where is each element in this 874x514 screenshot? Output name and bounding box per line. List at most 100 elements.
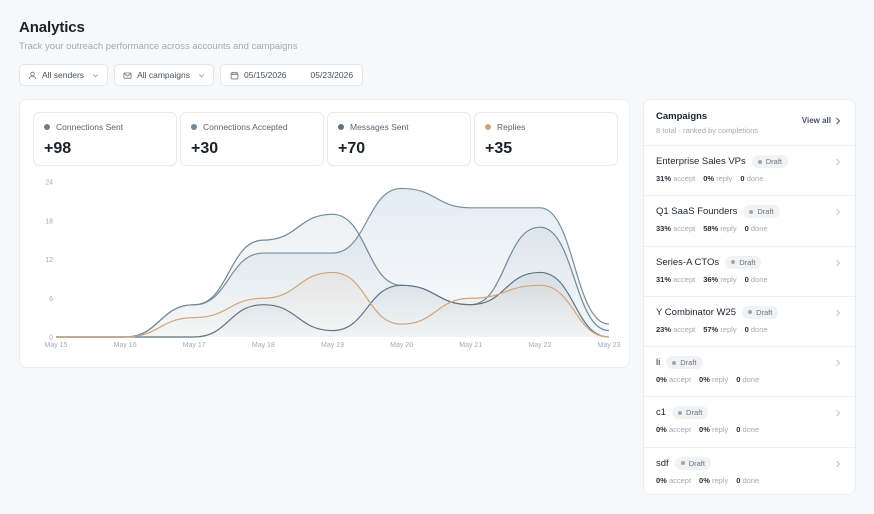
y-tick-label: 6 [49, 296, 53, 303]
done-label: done [742, 475, 760, 485]
stats-row: Connections Sent +98 Connections Accepte… [33, 112, 618, 166]
stat-replies[interactable]: Replies +35 [474, 112, 618, 166]
accept-label: accept [668, 425, 692, 435]
series-line [56, 271, 610, 338]
stat-connections-accepted[interactable]: Connections Accepted +30 [180, 112, 324, 166]
done-label: done [750, 324, 768, 334]
chevron-right-icon [836, 410, 841, 417]
accept-rate: 23% [656, 324, 672, 334]
view-all-link[interactable]: View all [802, 116, 841, 125]
series-area [56, 272, 609, 337]
accept-rate: 31% [656, 274, 672, 284]
status-label: Draft [686, 408, 703, 418]
view-all-label: View all [801, 116, 831, 125]
reply-label: reply [716, 174, 733, 183]
status-dot [678, 410, 683, 415]
status-label: Draft [688, 458, 705, 468]
done-count: 0 [736, 425, 741, 435]
x-tick-label: May 20 [390, 342, 413, 349]
campaign-metrics: 31% accept 0% reply 0 done [656, 174, 843, 183]
status-dot [672, 360, 677, 365]
status-label: Draft [756, 307, 773, 317]
x-tick-label: May 21 [459, 342, 482, 349]
done-count: 0 [740, 174, 745, 183]
x-tick-label: May 15 [45, 342, 68, 349]
x-tick-label: May 17 [183, 342, 206, 349]
campaigns-filter-label: All campaigns [137, 70, 190, 80]
reply-label: reply [720, 324, 737, 334]
reply-label: reply [711, 475, 729, 485]
chevron-right-icon [836, 208, 841, 216]
reply-rate: 0% [699, 475, 710, 485]
stat-label: Connections Accepted [203, 122, 288, 132]
legend-dot [44, 124, 50, 130]
stat-connections-sent[interactable]: Connections Sent +98 [33, 112, 177, 166]
status-dot [749, 209, 754, 214]
campaign-item[interactable]: Enterprise Sales VPs Draft 31% accept 0% re… [644, 145, 855, 195]
stat-messages-sent[interactable]: Messages Sent +70 [327, 112, 471, 166]
accept-label: accept [668, 475, 692, 485]
campaign-metrics: 31% accept 36% reply 0 done [656, 275, 843, 284]
series-line [56, 213, 610, 338]
status-dot [757, 159, 762, 164]
chevron-right-icon [836, 259, 841, 266]
page-title: Analytics [19, 19, 85, 36]
campaign-metrics: 0% accept 0% reply 0 done [656, 476, 843, 485]
y-tick-label: 0 [49, 335, 53, 342]
accept-rate: 0% [656, 375, 667, 385]
stat-value: +35 [485, 140, 513, 157]
calendar-icon [230, 71, 239, 79]
senders-filter[interactable]: All senders [19, 64, 109, 86]
user-icon [28, 71, 37, 79]
done-label: done [742, 425, 760, 435]
campaign-item[interactable]: li Draft 0% accept 0% reply 0 done [644, 346, 855, 396]
campaign-list: Enterprise Sales VPs Draft 31% accept 0% re… [644, 145, 855, 494]
accept-label: accept [673, 324, 696, 334]
accept-rate: 0% [656, 425, 667, 435]
mail-icon [123, 72, 132, 79]
status-label: Draft [739, 257, 756, 267]
reply-rate: 36% [703, 274, 719, 284]
y-tick-label: 24 [45, 180, 53, 187]
campaign-item[interactable]: c1 Draft 0% accept 0% reply 0 done [644, 396, 855, 446]
accept-label: accept [673, 274, 696, 284]
campaign-item[interactable]: Series-A CTOs Draft 31% accept 36% reply 0 d… [644, 245, 855, 296]
status-badge: Draft [742, 305, 779, 319]
campaign-item[interactable]: Y Combinator W25 Draft 23% accept 57% reply… [644, 295, 855, 346]
done-label: done [750, 274, 768, 284]
y-tick-label: 18 [45, 218, 53, 225]
date-range-picker[interactable]: 05/15/2026 05/23/2026 [219, 64, 364, 86]
campaign-item[interactable]: Q1 SaaS Founders Draft 33% accept 58% reply… [644, 195, 855, 245]
chevron-right-icon [836, 460, 841, 468]
campaign-name: Series-A CTOs [656, 256, 720, 268]
date-to[interactable]: 05/23/2026 [310, 70, 354, 80]
legend-dot [338, 124, 344, 130]
accept-rate: 0% [656, 475, 667, 485]
reply-label: reply [720, 224, 737, 234]
done-count: 0 [744, 224, 749, 234]
status-label: Draft [680, 358, 697, 368]
date-from[interactable]: 05/15/2026 [243, 70, 287, 80]
stat-value: +70 [338, 140, 366, 157]
campaigns-filter[interactable]: All campaigns [114, 64, 214, 86]
campaign-name: Y Combinator W25 [656, 306, 737, 318]
series-line [56, 271, 610, 338]
stat-label: Replies [497, 122, 526, 132]
campaign-item[interactable]: sdf Draft 0% accept 0% reply 0 done [644, 446, 855, 494]
status-label: Draft [757, 207, 774, 217]
reply-rate: 58% [703, 224, 719, 234]
x-tick-label: May 18 [252, 342, 275, 349]
accept-label: accept [673, 174, 696, 183]
done-label: done [742, 375, 760, 385]
legend-dot [485, 124, 491, 130]
stat-label: Messages Sent [350, 122, 409, 132]
campaigns-title: Campaigns [656, 111, 708, 122]
reply-label: reply [720, 274, 737, 284]
y-tick-label: 12 [45, 257, 53, 264]
campaign-name: li [656, 357, 661, 369]
campaign-metrics: 0% accept 0% reply 0 done [656, 425, 843, 434]
status-badge: Draft [674, 456, 711, 470]
chevron-right-icon [836, 359, 841, 367]
filter-bar: All senders All campaigns 05/15/2026 05/… [19, 64, 364, 86]
chevron-right-icon [836, 117, 841, 124]
